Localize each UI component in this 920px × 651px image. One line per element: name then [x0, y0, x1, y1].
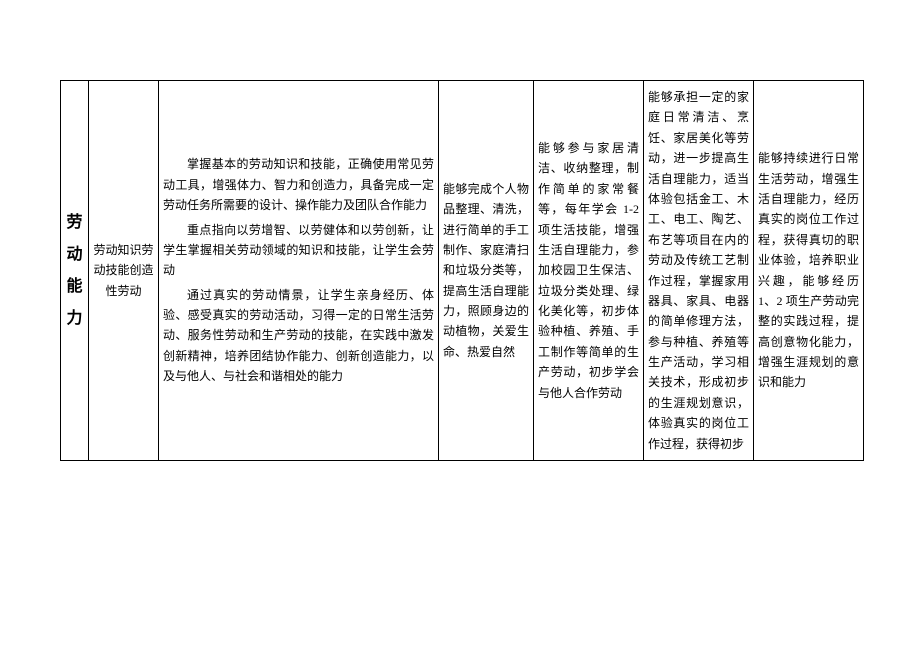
subcategory-label: 劳动知识劳动技能创造性劳动: [93, 243, 153, 298]
document-table: 劳动能力 劳动知识劳动技能创造性劳动 掌握基本的劳动知识和技能，正确使用常见劳动…: [60, 80, 864, 461]
cell-category: 劳动能力: [61, 81, 89, 461]
main-paragraph-2: 重点指向以劳增智、以劳健体和以劳创新，让学生掌握相关劳动领域的知识和技能，让学生…: [163, 220, 434, 281]
grade3-text: 能够承担一定的家庭日常清洁、烹饪、家居美化等劳动，进一步提高生活自理能力，适当体…: [648, 90, 749, 451]
cell-main: 掌握基本的劳动知识和技能，正确使用常见劳动工具，增强体力、智力和创造力，具备完成…: [159, 81, 439, 461]
table-row: 劳动能力 劳动知识劳动技能创造性劳动 掌握基本的劳动知识和技能，正确使用常见劳动…: [61, 81, 864, 461]
main-paragraph-3: 通过真实的劳动情景，让学生亲身经历、体验、感受真实的劳动活动，习得一定的日常生活…: [163, 285, 434, 387]
grade4-text: 能够持续进行日常生活劳动，增强生活自理能力，经历真实的岗位工作过程，获得真切的职…: [758, 151, 859, 389]
main-paragraph-1: 掌握基本的劳动知识和技能，正确使用常见劳动工具，增强体力、智力和创造力，具备完成…: [163, 154, 434, 215]
grade1-text: 能够完成个人物品整理、清洗，进行简单的手工制作、家庭清扫和垃圾分类等，提高生活自…: [443, 182, 529, 359]
cell-grade2: 能够参与家居清洁、收纳整理，制作简单的家常餐等，每年学会 1-2 项生活技能，增…: [534, 81, 644, 461]
cell-subcategory: 劳动知识劳动技能创造性劳动: [89, 81, 159, 461]
grade2-text: 能够参与家居清洁、收纳整理，制作简单的家常餐等，每年学会 1-2 项生活技能，增…: [538, 141, 639, 400]
category-label: 劳动能力: [65, 207, 84, 335]
cell-grade1: 能够完成个人物品整理、清洗，进行简单的手工制作、家庭清扫和垃圾分类等，提高生活自…: [439, 81, 534, 461]
cell-grade3: 能够承担一定的家庭日常清洁、烹饪、家居美化等劳动，进一步提高生活自理能力，适当体…: [644, 81, 754, 461]
cell-grade4: 能够持续进行日常生活劳动，增强生活自理能力，经历真实的岗位工作过程，获得真切的职…: [754, 81, 864, 461]
